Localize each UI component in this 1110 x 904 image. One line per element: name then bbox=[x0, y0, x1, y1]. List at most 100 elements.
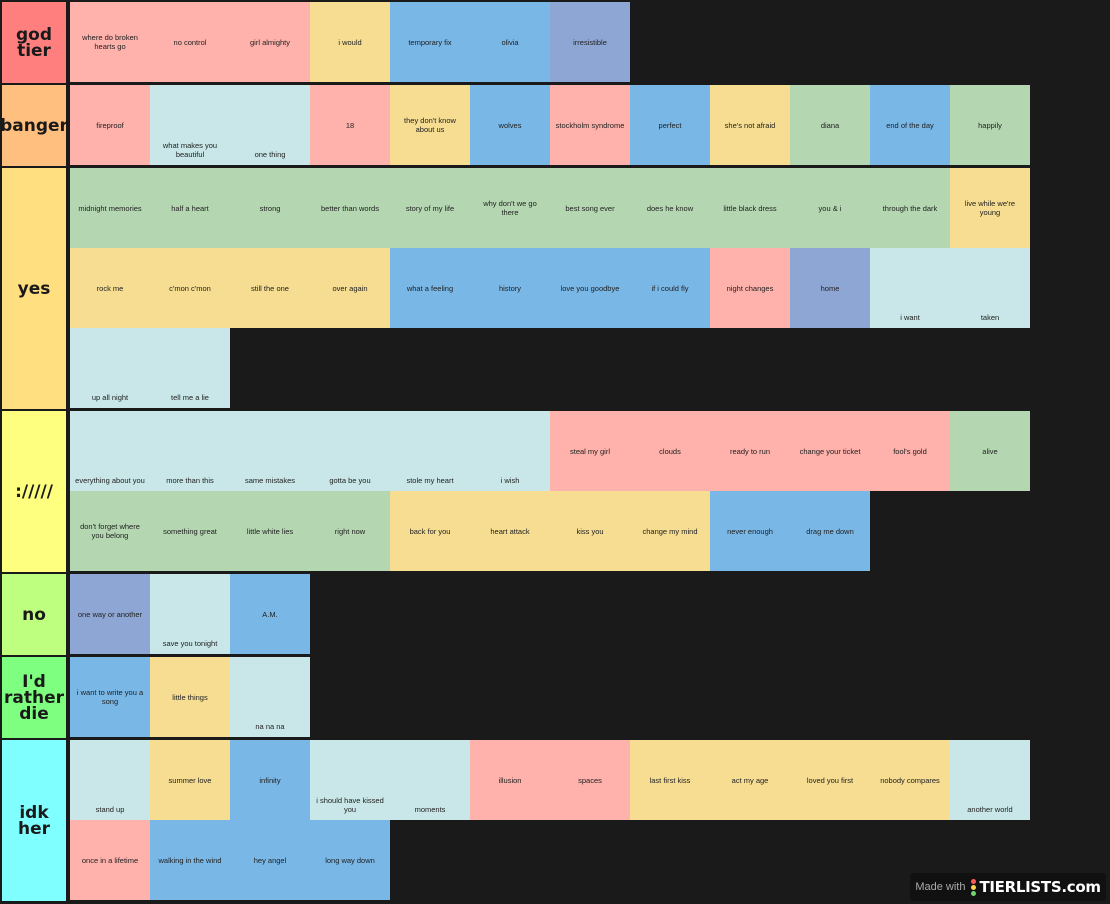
tier-item[interactable]: half a heart bbox=[150, 168, 230, 248]
tier-item[interactable]: another world bbox=[950, 740, 1030, 820]
tier-item[interactable]: 18 bbox=[310, 85, 390, 165]
tier-item[interactable]: end of the day bbox=[870, 85, 950, 165]
tier-item[interactable]: fireproof bbox=[70, 85, 150, 165]
tier-item[interactable]: ready to run bbox=[710, 411, 790, 491]
tier-item[interactable]: over again bbox=[310, 248, 390, 328]
tier-item[interactable]: still the one bbox=[230, 248, 310, 328]
tier-item[interactable]: no control bbox=[150, 2, 230, 82]
tier-item[interactable]: fool's gold bbox=[870, 411, 950, 491]
tier-items: stand up summer love infinity i should have… bbox=[70, 740, 1030, 901]
tier-item[interactable]: i want bbox=[870, 248, 950, 328]
tier-item[interactable]: night changes bbox=[710, 248, 790, 328]
tier-label[interactable]: I'd rather die bbox=[2, 657, 66, 738]
tier-item[interactable]: i should have kissed you bbox=[310, 740, 390, 820]
tier-item[interactable]: one thing bbox=[230, 85, 310, 165]
tier-item[interactable]: you & i bbox=[790, 168, 870, 248]
tier-item[interactable]: right now bbox=[310, 491, 390, 571]
tier-item[interactable]: girl almighty bbox=[230, 2, 310, 82]
tier-item[interactable]: diana bbox=[790, 85, 870, 165]
tier-item[interactable]: little black dress bbox=[710, 168, 790, 248]
tier-item[interactable]: best song ever bbox=[550, 168, 630, 248]
tier-item[interactable]: i wish bbox=[470, 411, 550, 491]
tier-item[interactable]: what a feeling bbox=[390, 248, 470, 328]
tier-item[interactable]: home bbox=[790, 248, 870, 328]
tier-item[interactable]: act my age bbox=[710, 740, 790, 820]
traffic-light-icon bbox=[971, 878, 977, 896]
tier-item[interactable]: through the dark bbox=[870, 168, 950, 248]
tier-item[interactable]: why don't we go there bbox=[470, 168, 550, 248]
tier-item[interactable]: stole my heart bbox=[390, 411, 470, 491]
tier-item[interactable]: clouds bbox=[630, 411, 710, 491]
tier-item[interactable]: one way or another bbox=[70, 574, 150, 654]
tier-item[interactable]: story of my life bbox=[390, 168, 470, 248]
tier-item[interactable]: wolves bbox=[470, 85, 550, 165]
tier-label[interactable]: banger bbox=[0, 85, 68, 166]
tier-item[interactable]: love you goodbye bbox=[550, 248, 630, 328]
tier-item[interactable]: drag me down bbox=[790, 491, 870, 571]
tier-label[interactable]: god tier bbox=[2, 2, 66, 83]
tier-item[interactable]: where do broken hearts go bbox=[70, 2, 150, 82]
tier-item[interactable]: long way down bbox=[310, 820, 390, 900]
tier-item[interactable]: everything about you bbox=[70, 411, 150, 491]
tier-item[interactable]: once in a lifetime bbox=[70, 820, 150, 900]
tier-item[interactable]: i would bbox=[310, 2, 390, 82]
tier-item[interactable]: walking in the wind bbox=[150, 820, 230, 900]
tier-item[interactable]: gotta be you bbox=[310, 411, 390, 491]
tier-item[interactable]: loved you first bbox=[790, 740, 870, 820]
tier-label[interactable]: idk her bbox=[2, 740, 66, 901]
tier-item[interactable]: stand up bbox=[70, 740, 150, 820]
tier-item[interactable]: illusion bbox=[470, 740, 550, 820]
tier-item[interactable]: olivia bbox=[470, 2, 550, 82]
tier-item[interactable]: c'mon c'mon bbox=[150, 248, 230, 328]
tier-item[interactable]: stockholm syndrome bbox=[550, 85, 630, 165]
tier-item[interactable]: little white lies bbox=[230, 491, 310, 571]
tier-item[interactable]: midnight memories bbox=[70, 168, 150, 248]
tier-item[interactable]: nobody compares bbox=[870, 740, 950, 820]
tier-item[interactable]: does he know bbox=[630, 168, 710, 248]
tier-item[interactable]: don't forget where you belong bbox=[70, 491, 150, 571]
tier-label[interactable]: no bbox=[2, 574, 66, 655]
tier-item[interactable]: they don't know about us bbox=[390, 85, 470, 165]
tier-item[interactable]: change my mind bbox=[630, 491, 710, 571]
tier-item[interactable]: na na na bbox=[230, 657, 310, 737]
tier-item[interactable]: back for you bbox=[390, 491, 470, 571]
tier-item[interactable]: up all night bbox=[70, 328, 150, 408]
tier-item[interactable]: heart attack bbox=[470, 491, 550, 571]
tier-item[interactable]: change your ticket bbox=[790, 411, 870, 491]
tier-item[interactable]: same mistakes bbox=[230, 411, 310, 491]
tier-item[interactable]: save you tonight bbox=[150, 574, 230, 654]
tier-item[interactable]: little things bbox=[150, 657, 230, 737]
tier-item[interactable]: never enough bbox=[710, 491, 790, 571]
tier-item[interactable]: kiss you bbox=[550, 491, 630, 571]
tier-item[interactable]: strong bbox=[230, 168, 310, 248]
tier-item[interactable]: she's not afraid bbox=[710, 85, 790, 165]
tier-item[interactable]: live while we're young bbox=[950, 168, 1030, 248]
tier-item[interactable]: tell me a lie bbox=[150, 328, 230, 408]
watermark[interactable]: Made with TIERLISTS.com bbox=[910, 873, 1106, 901]
tier-item[interactable]: taken bbox=[950, 248, 1030, 328]
tier-item[interactable]: summer love bbox=[150, 740, 230, 820]
tier-item[interactable]: if i could fly bbox=[630, 248, 710, 328]
tier-item[interactable]: hey angel bbox=[230, 820, 310, 900]
tier-item[interactable]: A.M. bbox=[230, 574, 310, 654]
tier-item[interactable]: history bbox=[470, 248, 550, 328]
tier-item[interactable]: happily bbox=[950, 85, 1030, 165]
tier-item[interactable]: spaces bbox=[550, 740, 630, 820]
tier-item[interactable]: i want to write you a song bbox=[70, 657, 150, 737]
tier-label[interactable]: yes bbox=[2, 168, 66, 409]
tier-item[interactable]: better than words bbox=[310, 168, 390, 248]
tier-item[interactable]: alive bbox=[950, 411, 1030, 491]
tier-item[interactable]: something great bbox=[150, 491, 230, 571]
tier-item[interactable]: steal my girl bbox=[550, 411, 630, 491]
tier-label[interactable]: :///// bbox=[2, 411, 66, 572]
tier-item[interactable]: irresistible bbox=[550, 2, 630, 82]
tier-item[interactable]: temporary fix bbox=[390, 2, 470, 82]
tier-row: no one way or another save you tonight A.M. bbox=[2, 574, 1110, 655]
tier-item[interactable]: last first kiss bbox=[630, 740, 710, 820]
tier-item[interactable]: what makes you beautiful bbox=[150, 85, 230, 165]
tier-item[interactable]: infinity bbox=[230, 740, 310, 820]
tier-item[interactable]: rock me bbox=[70, 248, 150, 328]
tier-item[interactable]: moments bbox=[390, 740, 470, 820]
tier-item[interactable]: perfect bbox=[630, 85, 710, 165]
tier-item[interactable]: more than this bbox=[150, 411, 230, 491]
